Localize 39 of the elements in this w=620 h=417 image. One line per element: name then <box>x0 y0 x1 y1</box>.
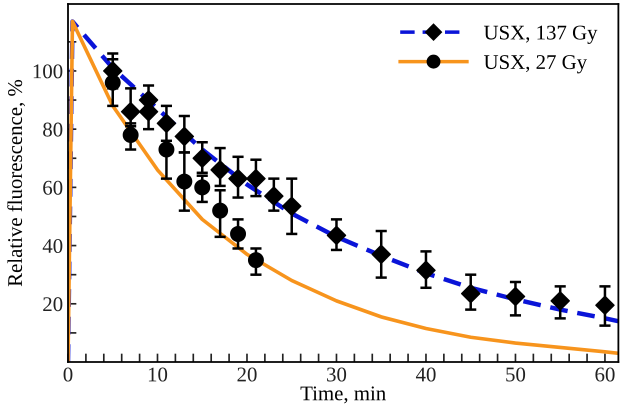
point <box>248 252 264 268</box>
x-tick-label: 10 <box>148 367 168 382</box>
point <box>371 244 391 264</box>
point <box>228 168 248 188</box>
point <box>192 148 212 168</box>
point <box>210 160 230 180</box>
x-tick-label: 30 <box>327 367 346 382</box>
y-tick-label: 40 <box>42 238 62 254</box>
y-axis-title: Relative fluorescence, % <box>7 80 26 286</box>
legend-label: USX, 137 Gy <box>484 26 598 44</box>
y-tick-label: 100 <box>34 64 62 78</box>
point <box>174 126 194 146</box>
y-tick-label: 60 <box>43 180 62 195</box>
point <box>264 186 284 206</box>
legend-label: USX, 27 Gy <box>484 55 588 74</box>
point <box>120 102 140 122</box>
point <box>416 260 436 280</box>
point <box>326 226 346 246</box>
point <box>595 295 615 315</box>
point <box>156 114 176 134</box>
y-tick-label: 80 <box>43 122 62 137</box>
x-tick-label: 20 <box>237 367 257 382</box>
x-axis-title: Time, min <box>300 386 386 404</box>
point <box>460 284 480 304</box>
point <box>158 142 174 158</box>
point <box>506 286 526 306</box>
point <box>246 168 266 188</box>
point <box>194 179 210 196</box>
point <box>176 174 192 190</box>
x-tick-label: 60 <box>595 367 615 382</box>
x-tick-label: 40 <box>416 367 436 382</box>
x-tick-label: 0 <box>64 367 72 382</box>
point <box>550 291 570 311</box>
x-tick-label: 50 <box>506 367 526 382</box>
point <box>230 226 246 242</box>
point <box>282 196 302 216</box>
point <box>212 202 228 219</box>
y-tick-label: 20 <box>43 297 62 312</box>
point <box>104 74 121 91</box>
